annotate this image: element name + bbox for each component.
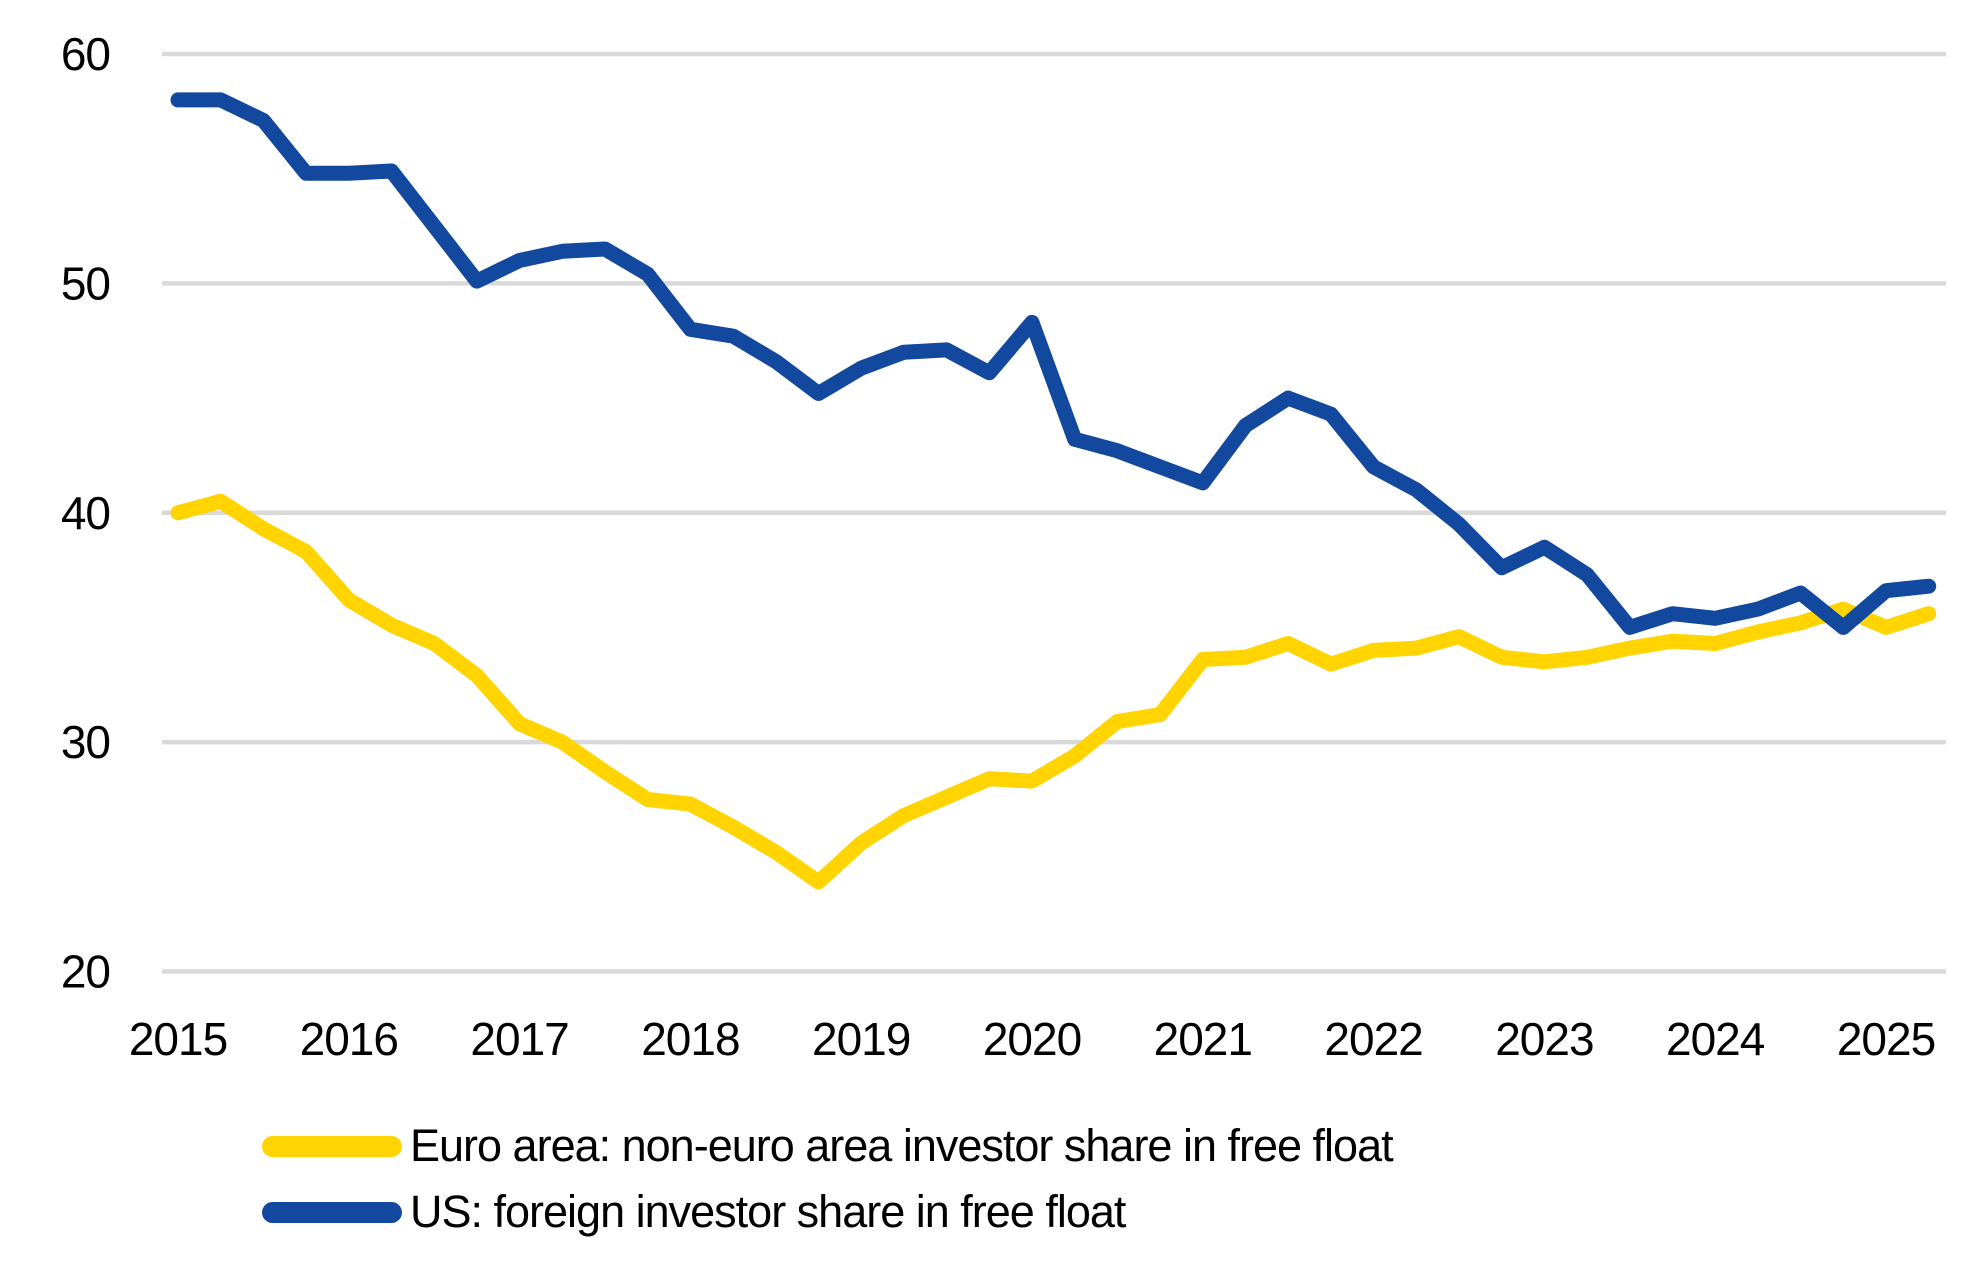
x-tick-label: 2021	[1154, 1013, 1252, 1065]
x-tick-label: 2019	[812, 1013, 910, 1065]
series-line-us	[170, 92, 1937, 635]
x-axis-tick-labels: 2015 2016 2017 2018 2019 2020 2021 2022 2023 2024…	[129, 1013, 1936, 1065]
x-tick-label: 2025	[1837, 1013, 1935, 1065]
series-line-euro-area	[170, 493, 1937, 890]
x-tick-label: 2020	[983, 1013, 1081, 1065]
data-series-lines	[170, 92, 1937, 890]
y-tick-label: 50	[61, 257, 110, 309]
legend: Euro area: non-euro area investor share …	[262, 1118, 1394, 1250]
gridlines	[162, 51, 1946, 974]
y-tick-label: 60	[61, 28, 110, 80]
legend-label-euro-area: Euro area: non-euro area investor share …	[410, 1120, 1394, 1171]
x-tick-label: 2015	[129, 1013, 227, 1065]
y-tick-label: 20	[61, 946, 110, 998]
x-tick-label: 2017	[470, 1013, 568, 1065]
legend-swatch-euro-area-icon	[262, 1135, 402, 1157]
x-tick-label: 2016	[300, 1013, 398, 1065]
y-axis-tick-labels: 20 30 40 50 60	[61, 28, 111, 998]
legend-label-us: US: foreign investor share in free float	[410, 1186, 1126, 1237]
legend-swatch-us-icon	[262, 1201, 402, 1223]
legend-item-euro-area: Euro area: non-euro area investor share …	[262, 1118, 1394, 1174]
legend-item-us: US: foreign investor share in free float	[262, 1184, 1393, 1240]
x-tick-label: 2023	[1495, 1013, 1593, 1065]
x-tick-label: 2018	[641, 1013, 739, 1065]
y-tick-label: 40	[61, 487, 110, 539]
y-tick-label: 30	[61, 716, 110, 768]
x-tick-label: 2024	[1666, 1013, 1765, 1065]
x-tick-label: 2022	[1324, 1013, 1422, 1065]
